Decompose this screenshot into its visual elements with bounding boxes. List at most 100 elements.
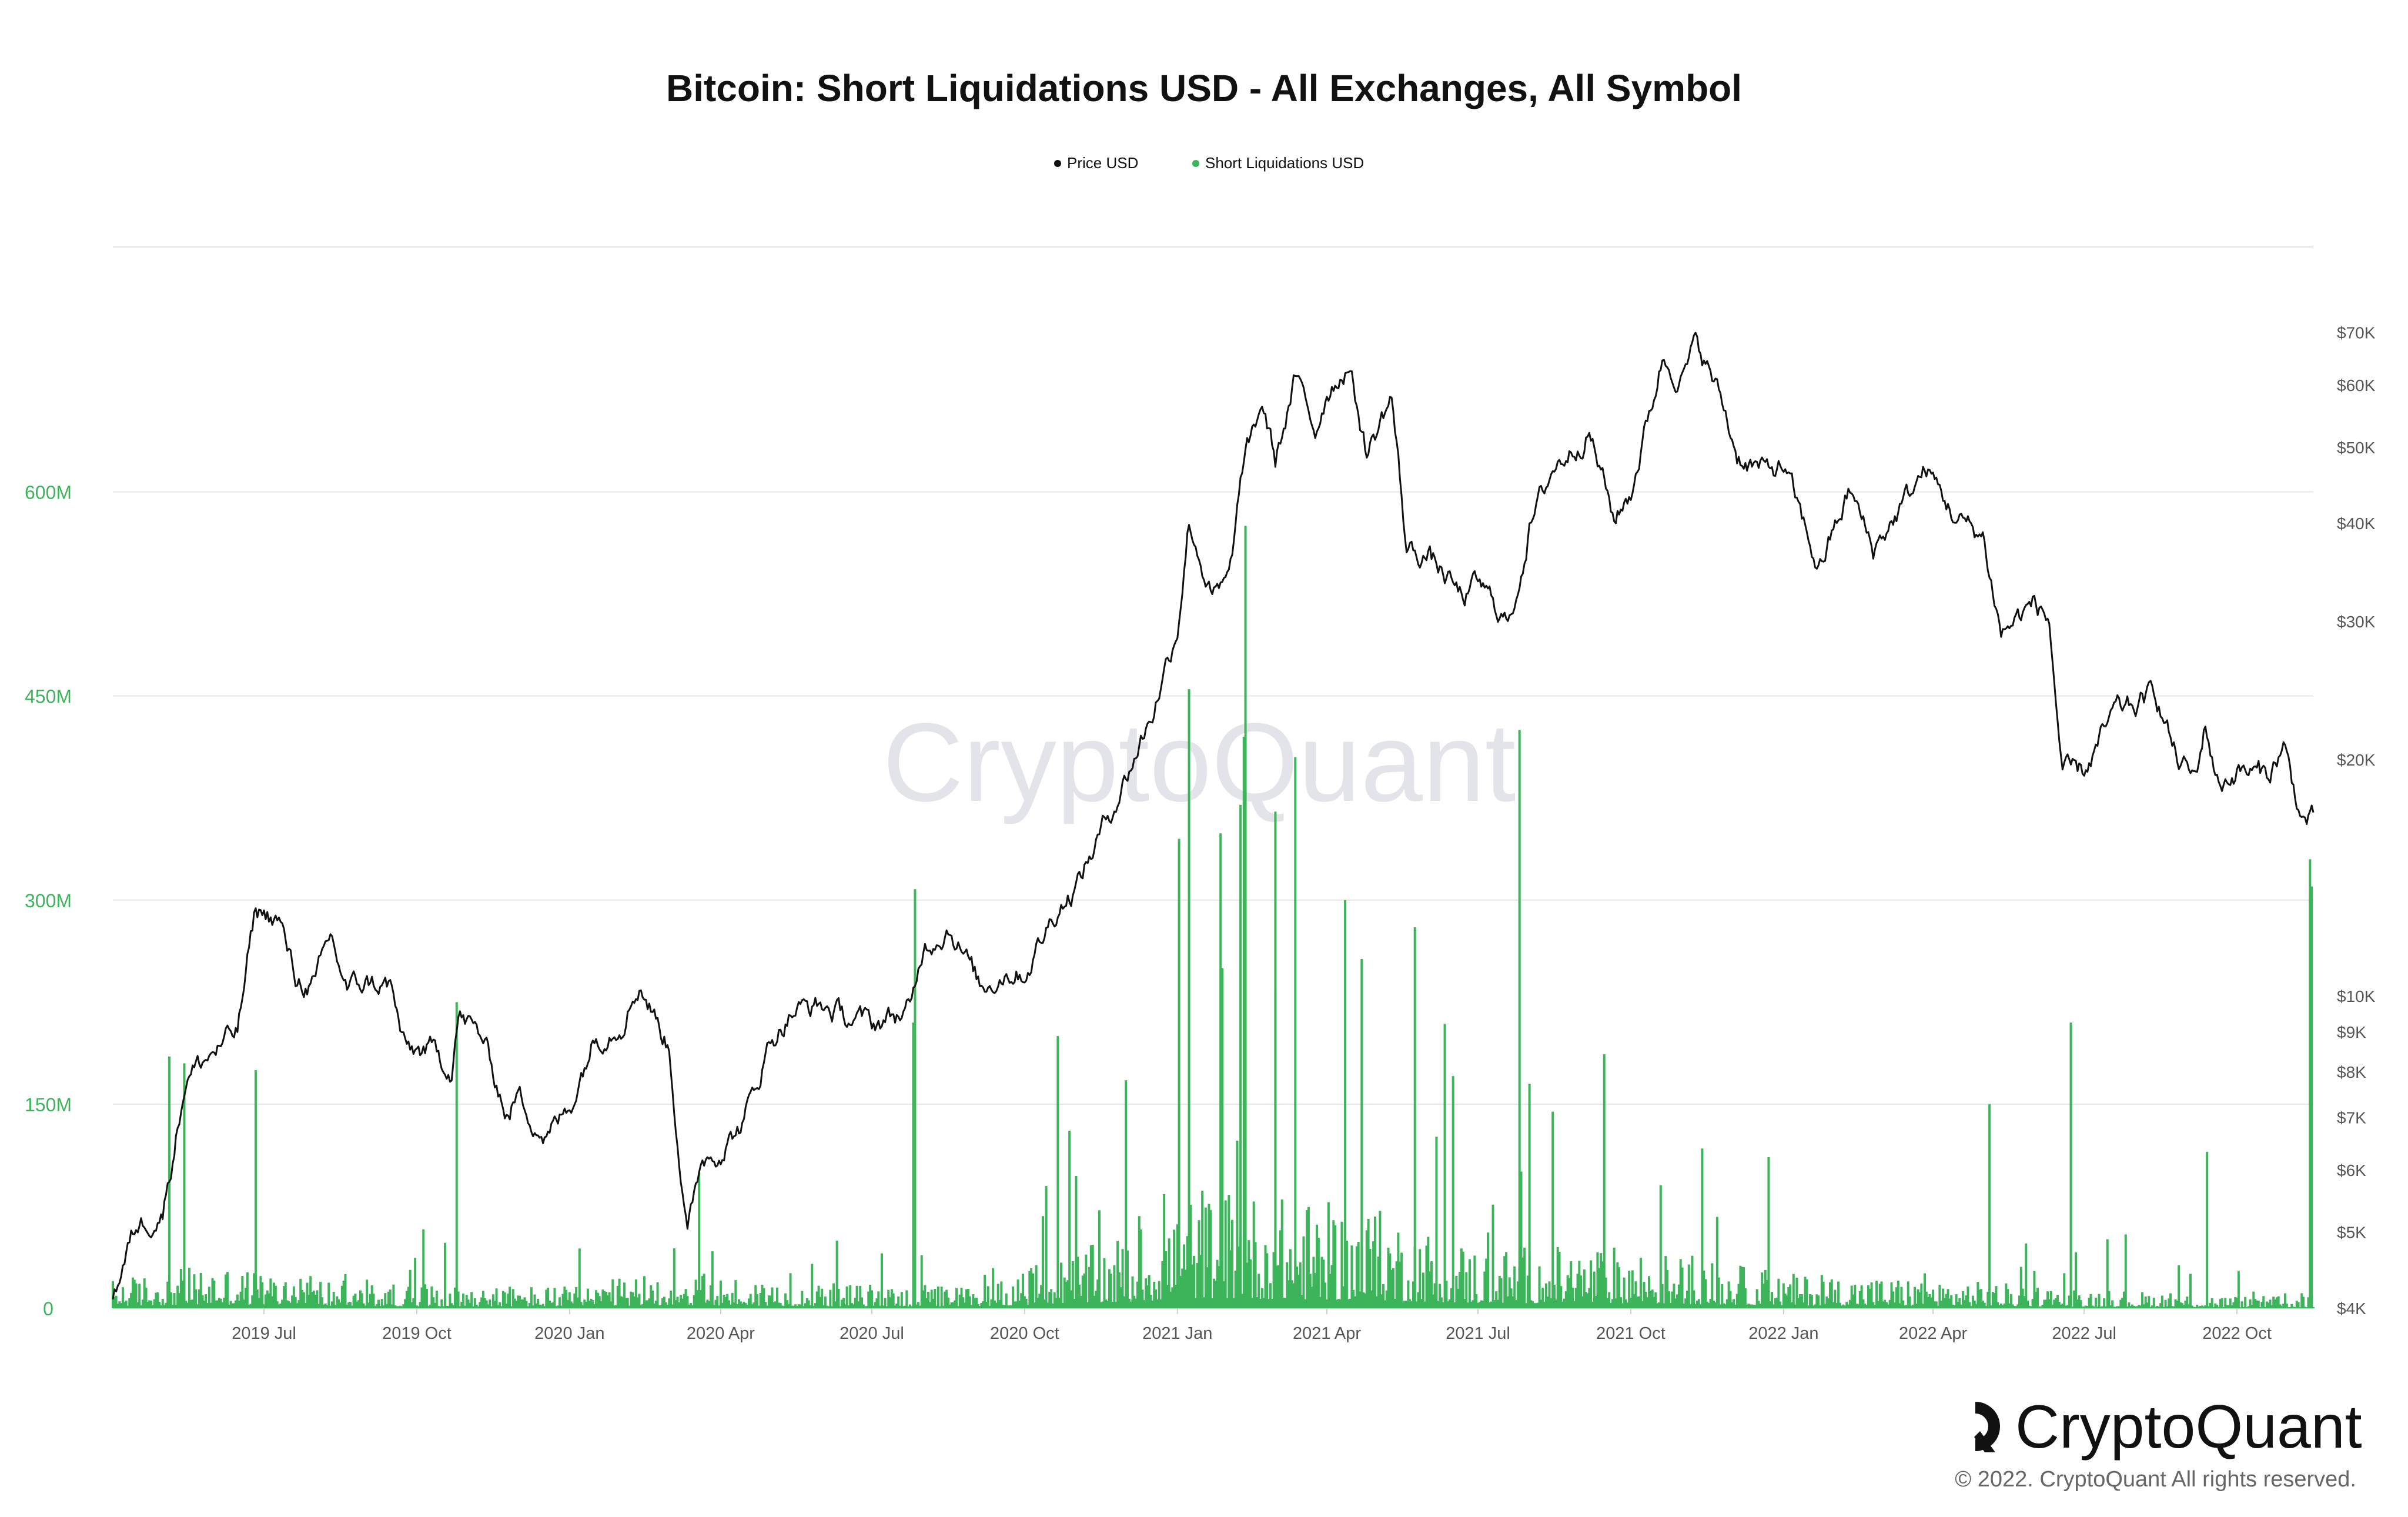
liquidation-bar	[205, 1294, 208, 1308]
legend-marker-price	[1054, 160, 1061, 167]
liquidation-bar	[1890, 1282, 1893, 1308]
liquidation-bar	[927, 1292, 930, 1308]
liquidation-bar	[2174, 1299, 2177, 1308]
liquidation-bar	[2021, 1288, 2024, 1308]
liquidation-bar	[2236, 1298, 2239, 1308]
legend-item-price[interactable]: Price USD	[1054, 154, 1138, 172]
liquidation-bar	[2279, 1304, 2282, 1308]
liquidation-bar	[1362, 1292, 1365, 1308]
liquidation-bar	[1316, 1224, 1319, 1308]
liquidation-bar	[366, 1279, 369, 1308]
liquidation-bar	[2015, 1306, 2018, 1308]
liquidation-bar	[520, 1299, 523, 1308]
liquidation-bar	[1800, 1294, 1803, 1308]
liquidation-bar	[557, 1305, 560, 1308]
liquidation-bar	[146, 1301, 149, 1308]
liquidation-bar	[1354, 1296, 1357, 1308]
liquidation-bar	[1030, 1268, 1033, 1308]
liquidation-bar	[870, 1290, 873, 1308]
liquidation-bar	[414, 1258, 417, 1308]
liquidation-bar	[173, 1293, 176, 1308]
liquidation-bar	[1060, 1262, 1063, 1308]
liquidation-bar	[1025, 1298, 1028, 1308]
liquidation-bar	[766, 1305, 769, 1308]
liquidation-bar	[1910, 1305, 1913, 1308]
liquidation-bar	[118, 1301, 121, 1308]
liquidation-bar	[541, 1304, 544, 1308]
liquidation-bar	[489, 1299, 491, 1308]
liquidation-bar	[390, 1304, 393, 1308]
liquidation-spike-bar	[2206, 1151, 2209, 1308]
liquidation-bar	[1068, 1131, 1071, 1308]
liquidation-bar	[149, 1300, 152, 1308]
liquidation-bar	[947, 1297, 949, 1308]
liquidation-bar	[930, 1289, 933, 1308]
liquidation-bar	[608, 1292, 611, 1308]
liquidation-bar	[887, 1289, 890, 1308]
liquidation-bar	[525, 1301, 528, 1308]
liquidation-bar	[2136, 1306, 2139, 1308]
liquidation-bar	[1402, 1301, 1404, 1308]
liquidation-bar	[266, 1290, 269, 1308]
liquidation-bar	[123, 1302, 126, 1308]
liquidation-bar	[332, 1292, 335, 1308]
liquidation-bar	[216, 1300, 219, 1308]
liquidation-bar	[1543, 1301, 1546, 1308]
liquidation-bar	[908, 1304, 911, 1308]
liquidation-bar	[1694, 1304, 1697, 1308]
liquidation-bar	[824, 1297, 827, 1308]
liquidation-bar	[2084, 1305, 2087, 1308]
liquidation-bar	[2065, 1305, 2068, 1308]
liquidation-bar	[606, 1295, 609, 1308]
copyright-text: © 2022. CryptoQuant All rights reserved.	[1955, 1467, 2356, 1492]
liquidation-bar	[302, 1292, 305, 1308]
liquidation-bar	[1755, 1289, 1758, 1308]
liquidation-bar	[1161, 1261, 1164, 1308]
liquidation-bar	[2262, 1296, 2265, 1308]
liquidation-bar	[450, 1303, 453, 1308]
liquidation-bar	[357, 1300, 360, 1308]
liquidation-bar	[1638, 1296, 1641, 1308]
liquidation-bar	[598, 1296, 601, 1308]
liquidation-bar	[2111, 1300, 2114, 1308]
liquidation-bar	[1234, 1271, 1237, 1308]
liquidation-bar	[1071, 1261, 1074, 1308]
liquidation-bar	[1636, 1297, 1639, 1308]
liquidation-bar	[1435, 1137, 1438, 1308]
liquidation-bar	[1985, 1306, 1988, 1308]
right-tick-label: $50K	[2337, 439, 2376, 457]
left-tick-label: 300M	[25, 890, 72, 911]
liquidation-bar	[2277, 1296, 2280, 1308]
liquidation-bar	[1774, 1298, 1777, 1308]
liquidation-bar	[940, 1287, 943, 1308]
liquidation-bar	[145, 1287, 148, 1308]
liquidation-bar	[2212, 1307, 2215, 1308]
liquidation-bar	[267, 1293, 270, 1308]
liquidation-bar	[1036, 1298, 1039, 1308]
liquidation-bar	[980, 1303, 983, 1308]
liquidation-bar	[736, 1304, 739, 1308]
liquidation-bar	[759, 1292, 762, 1308]
liquidation-bar	[326, 1305, 329, 1308]
liquidation-bar	[1477, 1302, 1480, 1308]
liquidation-bar	[1248, 1240, 1250, 1308]
liquidation-bar	[1091, 1245, 1094, 1308]
liquidation-bar	[2257, 1301, 2260, 1308]
liquidation-bar	[1360, 958, 1363, 1308]
liquidation-bar	[708, 1301, 711, 1308]
legend-marker-short-liquidations	[1192, 160, 1199, 167]
liquidation-bar	[935, 1305, 938, 1308]
liquidation-bar	[126, 1305, 129, 1308]
liquidation-bar	[1996, 1302, 1999, 1308]
liquidation-bar	[1844, 1305, 1847, 1308]
logo-mark-tail	[1974, 1431, 1995, 1452]
liquidation-bar	[1498, 1275, 1501, 1308]
liquidation-bar	[1211, 1298, 1214, 1308]
liquidation-bar	[1407, 1280, 1410, 1308]
liquidation-bar	[2246, 1307, 2249, 1308]
liquidation-bar	[2220, 1298, 2223, 1308]
legend-item-short-liquidations[interactable]: Short Liquidations USD	[1192, 154, 1364, 172]
liquidation-bar	[2272, 1297, 2275, 1308]
liquidation-bar	[2122, 1291, 2125, 1308]
liquidation-bar	[1116, 1241, 1119, 1308]
